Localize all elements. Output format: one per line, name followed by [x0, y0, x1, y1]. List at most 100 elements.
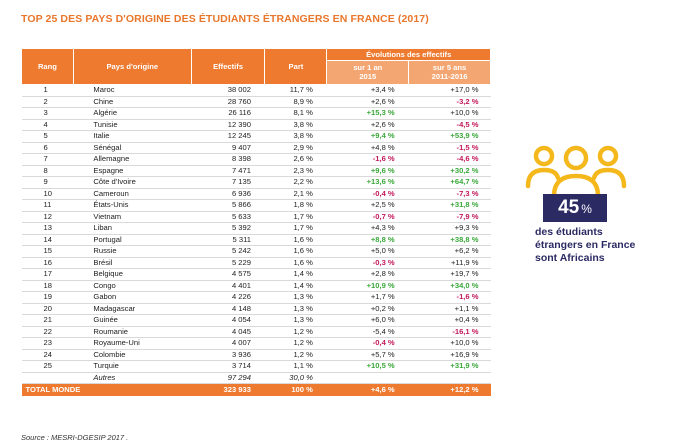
- cell-pays: Allemagne: [73, 153, 192, 166]
- cell-pays: Gabon: [73, 291, 192, 304]
- cell-total-ev5: +12,2 %: [408, 383, 491, 396]
- cell-pays: Sénégal: [73, 142, 192, 154]
- table-row: 17 Belgique 4 575 1,4 % +2,8 % +19,7 %: [21, 268, 491, 281]
- cell-ev1: -0,7 %: [326, 211, 409, 223]
- cell-part: 1,3 %: [264, 291, 327, 304]
- table-row: 9 Côte d'Ivoire 7 135 2,2 % +13,6 % +64,7 %: [21, 176, 491, 189]
- header-ev5-line2: 2011-2016: [431, 71, 468, 81]
- cell-part: 1,2 %: [264, 326, 327, 338]
- cell-pays: Royaume-Uni: [73, 337, 192, 350]
- cell-ev1: +2,8 %: [326, 268, 409, 281]
- cell-ev1: +13,6 %: [326, 176, 409, 189]
- cell-effectifs: 3 714: [191, 360, 265, 373]
- cell-ev5: +64,7 %: [408, 176, 491, 189]
- cell-part: 1,2 %: [264, 349, 327, 361]
- cell-rang: 2: [21, 96, 74, 108]
- cell-ev5: +19,7 %: [408, 268, 491, 281]
- cell-part: 11,7 %: [264, 84, 327, 97]
- page-title: TOP 25 DES PAYS D'ORIGINE DES ÉTUDIANTS …: [21, 13, 429, 25]
- cell-ev1: +10,5 %: [326, 360, 409, 373]
- header-part: Part: [264, 48, 328, 85]
- cell-part: 3,8 %: [264, 119, 327, 131]
- cell-effectifs: 12 245: [191, 130, 265, 143]
- cell-ev5: -16,1 %: [408, 326, 491, 338]
- cell-part: 8,1 %: [264, 107, 327, 120]
- table-row: 10 Cameroun 6 936 2,1 % -0,4 % -7,3 %: [21, 188, 491, 200]
- cell-effectifs: 6 936: [191, 188, 265, 200]
- cell-pays: États-Unis: [73, 199, 192, 212]
- cell-part: 1,1 %: [264, 360, 327, 373]
- cell-ev5: -1,5 %: [408, 142, 491, 154]
- table-row: 23 Royaume-Uni 4 007 1,2 % -0,4 % +10,0 %: [21, 337, 491, 350]
- cell-effectifs: 5 229: [191, 257, 265, 269]
- cell-ev5: -1,6 %: [408, 291, 491, 304]
- cell-ev1: +6,0 %: [326, 314, 409, 327]
- cell-part: 1,6 %: [264, 245, 327, 258]
- table-row: 5 Italie 12 245 3,8 % +9,4 % +53,9 %: [21, 130, 491, 143]
- cell-ev1: +9,4 %: [326, 130, 409, 143]
- header-ev1-line2: 2015: [359, 71, 377, 81]
- cell-rang: 16: [21, 257, 74, 269]
- cell-rang: 10: [21, 188, 74, 200]
- cell-ev5: +10,0 %: [408, 107, 491, 120]
- cell-ev5: +31,8 %: [408, 199, 491, 212]
- autres-row: Autres 97 294 30,0 %: [21, 372, 491, 384]
- cell-pays: Brésil: [73, 257, 192, 269]
- cell-ev1: -5,4 %: [326, 326, 409, 338]
- table-row: 8 Espagne 7 471 2,3 % +9,6 % +30,2 %: [21, 165, 491, 177]
- table-body: 1 Maroc 38 002 11,7 % +3,4 % +17,0 % 2 Chine 28 …: [21, 84, 491, 396]
- cell-part: 2,6 %: [264, 153, 327, 166]
- cell-part: 2,1 %: [264, 188, 327, 200]
- cell-ev1: +1,7 %: [326, 291, 409, 304]
- cell-effectifs: 12 390: [191, 119, 265, 131]
- table-row: 21 Guinée 4 054 1,3 % +6,0 % +0,4 %: [21, 314, 491, 327]
- cell-ev1: -1,6 %: [326, 153, 409, 166]
- table-row: 22 Roumanie 4 045 1,2 % -5,4 % -16,1 %: [21, 326, 491, 338]
- cell-ev1: -0,4 %: [326, 188, 409, 200]
- cell-pays: Liban: [73, 222, 192, 235]
- cell-ev5: +34,0 %: [408, 280, 491, 292]
- cell-pays: Belgique: [73, 268, 192, 281]
- cell-part: 1,6 %: [264, 234, 327, 246]
- cell-effectifs: 5 633: [191, 211, 265, 223]
- cell-rang: 11: [21, 199, 74, 212]
- people-group-icon: [525, 145, 627, 199]
- cell-effectifs: 5 311: [191, 234, 265, 246]
- caption-line3: sont Africains: [535, 252, 605, 264]
- cell-ev5: -4,6 %: [408, 153, 491, 166]
- cell-ev1: +8,8 %: [326, 234, 409, 246]
- cell-effectifs: 5 392: [191, 222, 265, 235]
- cell-effectifs: 26 116: [191, 107, 265, 120]
- cell-pays: Russie: [73, 245, 192, 258]
- cell-ev5: +9,3 %: [408, 222, 491, 235]
- table-row: 4 Tunisie 12 390 3,8 % +2,6 % -4,5 %: [21, 119, 491, 131]
- header-rang: Rang: [21, 48, 74, 85]
- cell-pays: Maroc: [73, 84, 192, 97]
- table-row: 1 Maroc 38 002 11,7 % +3,4 % +17,0 %: [21, 84, 491, 97]
- cell-rang: 1: [21, 84, 74, 97]
- cell-part: 1,3 %: [264, 314, 327, 327]
- cell-effectifs: 8 398: [191, 153, 265, 166]
- cell-part: 2,9 %: [264, 142, 327, 154]
- cell-effectifs: 38 002: [191, 84, 265, 97]
- table-row: 15 Russie 5 242 1,6 % +5,0 % +6,2 %: [21, 245, 491, 258]
- cell-pays: Colombie: [73, 349, 192, 361]
- cell-ev5: -7,3 %: [408, 188, 491, 200]
- total-row: TOTAL MONDE 323 933 100 % +4,6 % +12,2 %: [21, 383, 491, 396]
- highlight-caption: des étudiants étrangers en France sont A…: [535, 226, 670, 265]
- cell-pays: Vietnam: [73, 211, 192, 223]
- cell-part: 1,4 %: [264, 268, 327, 281]
- cell-ev5: +6,2 %: [408, 245, 491, 258]
- cell-rang: 3: [21, 107, 74, 120]
- header-ev5: sur 5 ans 2011-2016: [408, 60, 491, 85]
- cell-part: 1,3 %: [264, 303, 327, 315]
- cell-ev1: +4,3 %: [326, 222, 409, 235]
- cell-effectifs: 7 135: [191, 176, 265, 189]
- cell-part: 1,6 %: [264, 257, 327, 269]
- cell-ev1: +4,8 %: [326, 142, 409, 154]
- cell-empty: [408, 372, 491, 384]
- cell-rang: 22: [21, 326, 74, 338]
- cell-ev1: +15,3 %: [326, 107, 409, 120]
- table-row: 7 Allemagne 8 398 2,6 % -1,6 % -4,6 %: [21, 153, 491, 166]
- table-row: 2 Chine 28 760 8,9 % +2,6 % -3,2 %: [21, 96, 491, 108]
